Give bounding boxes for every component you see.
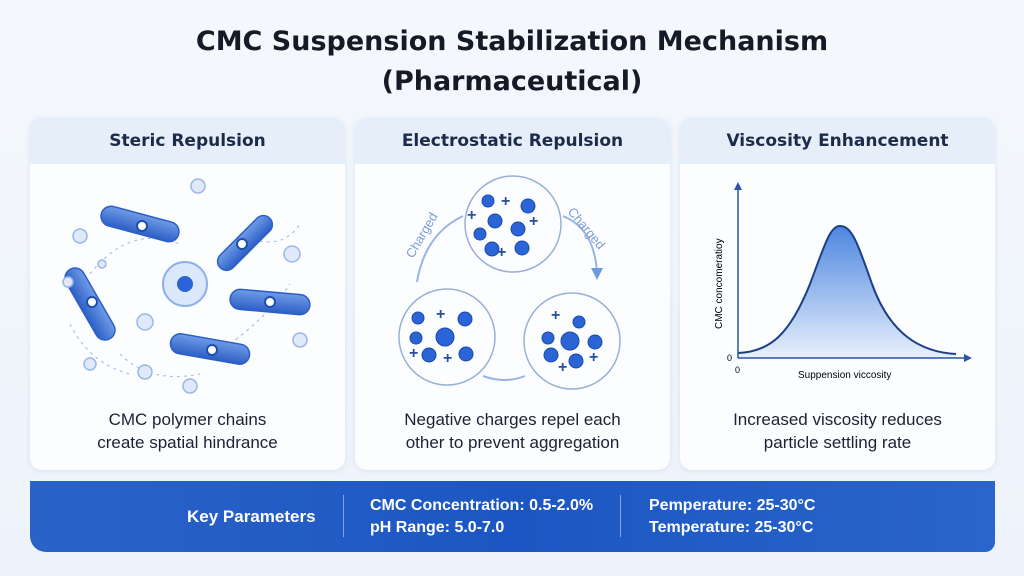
charged-label: Charged [403,210,441,261]
divider [620,495,621,537]
description-line: Increased viscosity reduces [733,410,942,429]
description-line: other to prevent aggregation [405,433,620,452]
charged-particles-illustration: Charged Charged + + + + + + + + + + [398,175,621,390]
parameter-ph-range: pH Range: 5.0-7.0 [370,519,505,536]
panel-description: Negative charges repel each other to prev… [355,408,670,454]
svg-text:+: + [443,350,452,367]
curve-line [737,224,957,355]
polymer-chains-illustration [62,178,311,394]
parameter-temperature: Pemperature: 25-30°C [649,497,816,514]
svg-text:+: + [497,244,506,261]
page-title: CMC Suspension Stabilization Mechanism (P… [0,22,1024,102]
x-origin-label: 0 [735,365,740,375]
panel-description: Increased viscosity reduces particle sett… [680,408,995,454]
description-line: CMC polymer chains [108,410,267,429]
svg-text:+: + [501,193,510,210]
panel-electrostatic-repulsion: Electrostatic Repulsion Charged Charged … [355,118,670,470]
svg-text:+: + [467,207,476,224]
y-axis-label: CMC concomeratioy [714,238,725,329]
title-line-2: (Pharmaceutical) [381,66,643,97]
panel-heading: Viscosity Enhancement [680,118,995,164]
description-line: create spatial hindrance [97,433,278,452]
charged-label: Charged [565,204,609,252]
key-parameters-bar: Key Parameters CMC Concentration: 0.5-2.… [30,481,995,552]
svg-text:+: + [409,345,418,362]
arrow-icon [734,182,742,190]
arrow-icon [964,354,972,362]
y-origin-label: 0 [727,353,732,363]
divider [343,495,344,537]
panel-viscosity-enhancement: Viscosity Enhancement 0 0 Suppension vic… [680,118,995,470]
viscosity-chart: 0 0 Suppension viccosity CMC concomerati… [714,182,972,381]
description-line: Negative charges repel each [404,410,621,429]
title-line-1: CMC Suspension Stabilization Mechanism [195,26,829,57]
description-line: particle settling rate [763,433,912,452]
svg-text:+: + [589,349,598,366]
panel-steric-repulsion: Steric Repulsion CMC polymer chains creat… [30,118,345,470]
parameter-temperature: Temperature: 25-30°C [649,519,814,536]
svg-text:+: + [436,306,445,323]
panel-heading: Steric Repulsion [30,118,345,164]
arrow-icon [591,268,603,280]
panel-heading: Electrostatic Repulsion [355,118,670,164]
parameters-column-1: CMC Concentration: 0.5-2.0% pH Range: 5.0… [370,495,593,539]
parameters-column-2: Pemperature: 25-30°C Temperature: 25-30°C [649,495,815,539]
svg-text:+: + [529,213,538,230]
x-axis-label: Suppension viccosity [798,370,891,381]
parameter-cmc-concentration: CMC Concentration: 0.5-2.0% [370,497,594,514]
svg-text:+: + [551,307,560,324]
panel-description: CMC polymer chains create spatial hindran… [30,408,345,454]
curve-area [738,226,956,358]
svg-text:+: + [558,359,567,376]
key-parameters-label: Key Parameters [187,507,316,526]
